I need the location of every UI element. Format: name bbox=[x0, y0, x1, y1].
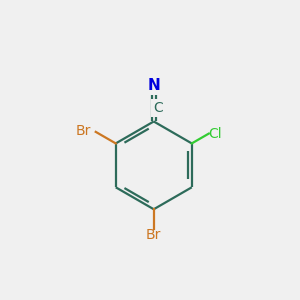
Text: Br: Br bbox=[75, 124, 91, 138]
Text: Cl: Cl bbox=[208, 127, 222, 141]
Text: N: N bbox=[147, 78, 160, 93]
Text: C: C bbox=[153, 101, 163, 116]
Text: Br: Br bbox=[146, 228, 161, 242]
